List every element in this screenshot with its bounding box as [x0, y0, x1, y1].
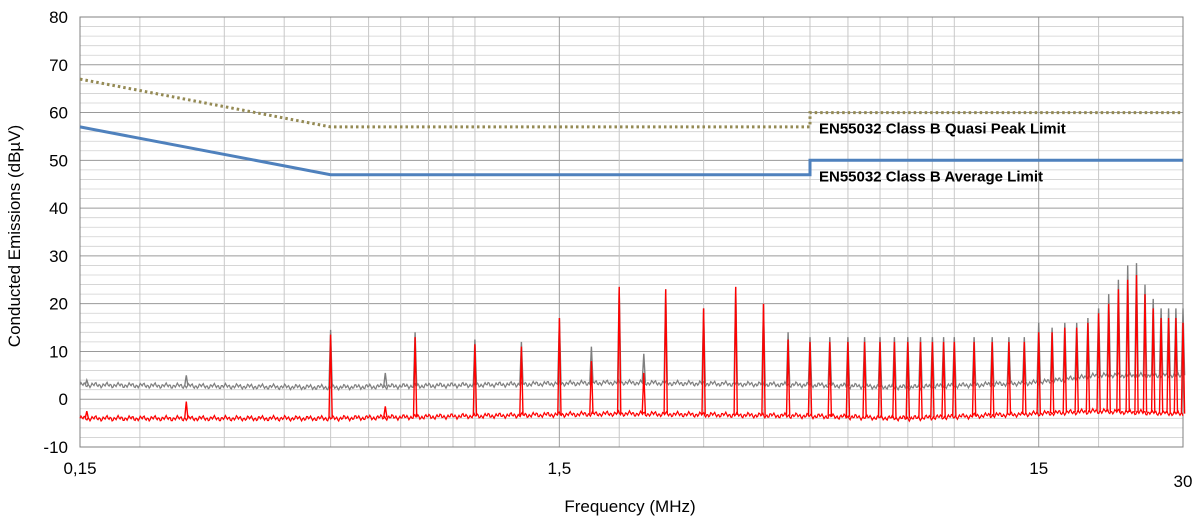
- average_trace-peak: [589, 360, 594, 415]
- y-tick-label: 60: [49, 104, 68, 123]
- average_trace-peak: [1173, 317, 1179, 414]
- labels-layer: -10 0 10 20 30 40 50 60 70 80 0,15 1,5 15 30 EN55032 C…: [43, 8, 1192, 491]
- x-tick-label: 15: [1029, 459, 1048, 478]
- average_trace-peak: [845, 341, 851, 417]
- average_trace-peak: [1116, 289, 1121, 412]
- average_trace-peak: [733, 286, 738, 416]
- average_trace-peak: [1085, 322, 1091, 412]
- peak_trace-peak: [589, 346, 594, 384]
- average_trace-peak: [1180, 322, 1186, 414]
- y-tick-label: 20: [49, 295, 68, 314]
- average_trace-peak: [1096, 313, 1101, 412]
- average_trace-peak: [952, 341, 957, 417]
- average_trace-peak: [1125, 279, 1130, 413]
- x-tick-label: 0,15: [63, 459, 96, 478]
- average_trace-peak: [1074, 327, 1079, 413]
- peak_trace-line: [79, 371, 1184, 392]
- average_trace-peak: [971, 341, 977, 416]
- average_trace-peak: [519, 346, 524, 416]
- qp_limit-annotation: EN55032 Class B Quasi Peak Limit: [819, 121, 1066, 138]
- peak_trace-peak: [84, 377, 90, 386]
- average_trace-peak: [663, 289, 668, 415]
- average_trace-peak: [557, 317, 562, 415]
- peak_trace-peak: [641, 353, 647, 383]
- average_trace-peak: [930, 341, 935, 418]
- average_trace-peak: [184, 401, 189, 419]
- y-tick-label: 30: [49, 247, 68, 266]
- average_trace-peak: [1150, 308, 1156, 413]
- average_trace-peak: [827, 341, 833, 417]
- average_trace-peak: [1134, 274, 1139, 413]
- average_trace-peak: [807, 341, 813, 416]
- avg_limit-line: [79, 125, 1183, 177]
- average_trace-peak: [862, 341, 867, 418]
- average_trace-peak: [918, 341, 923, 418]
- y-tick-label: 80: [49, 8, 68, 27]
- grid: [79, 16, 1184, 448]
- avg_limit-annotation: EN55032 Class B Average Limit: [819, 168, 1043, 185]
- y-axis-label: Conducted Emissions (dBµV): [5, 125, 24, 347]
- x-tick-label: 1,5: [548, 459, 572, 478]
- average_trace-peak: [1006, 341, 1012, 415]
- peak_trace-peak: [184, 375, 189, 387]
- average_trace-peak: [1142, 294, 1148, 413]
- average_trace-peak: [328, 334, 333, 419]
- average_trace-peak: [1062, 327, 1068, 413]
- average_trace-peak: [785, 339, 791, 416]
- x-axis-label: Frequency (MHz): [564, 497, 695, 516]
- y-tick-label: 10: [49, 342, 68, 361]
- y-tick-label: 70: [49, 56, 68, 75]
- average_trace-peak: [412, 337, 418, 417]
- average_trace-peak: [84, 411, 90, 419]
- average_trace-peak: [989, 341, 995, 416]
- average_trace-peak: [472, 344, 478, 416]
- average_trace-peak: [641, 372, 647, 414]
- average_trace-peak: [877, 341, 883, 418]
- average_trace-peak: [1022, 341, 1027, 415]
- average_trace-peak: [1036, 332, 1041, 414]
- plot-frame: [79, 16, 1184, 448]
- average_trace-peak: [1049, 332, 1055, 414]
- average_trace-peak: [892, 341, 897, 419]
- peak_trace-peak: [383, 372, 388, 387]
- y-tick-label: -10: [43, 438, 68, 457]
- y-tick-label: 50: [49, 151, 68, 170]
- y-tick-label: 0: [59, 390, 68, 409]
- average_trace-peak: [383, 406, 388, 418]
- average_trace-peak: [701, 308, 706, 415]
- average_trace-peak: [616, 286, 622, 414]
- y-tick-label: 40: [49, 199, 68, 218]
- average_trace-peak: [1158, 317, 1164, 413]
- average_trace-line: [79, 407, 1184, 423]
- average_trace-peak: [1166, 317, 1171, 414]
- average_trace-peak: [941, 341, 946, 418]
- average_trace-peak: [1106, 303, 1111, 412]
- average_trace-peak: [905, 341, 911, 419]
- series-layer: [79, 77, 1186, 423]
- x-tick-label: 30: [1174, 472, 1193, 491]
- average_trace-peak: [761, 303, 766, 416]
